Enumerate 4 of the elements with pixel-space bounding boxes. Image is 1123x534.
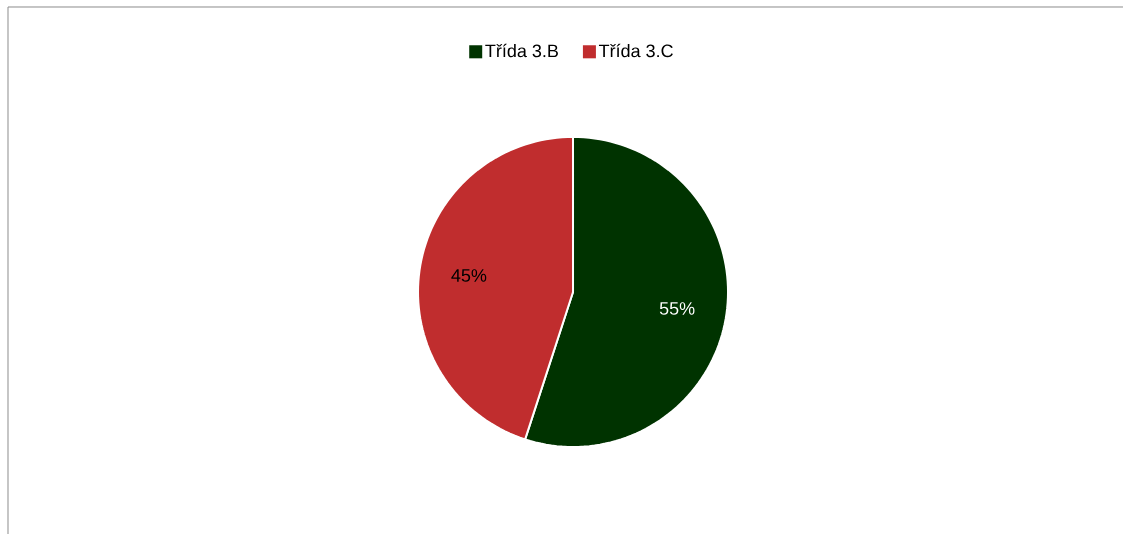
legend-label: Třída 3.B (485, 43, 558, 58)
data-label: 55% (659, 302, 695, 315)
data-label: 45% (451, 269, 487, 282)
legend-label: Třída 3.C (598, 43, 673, 58)
